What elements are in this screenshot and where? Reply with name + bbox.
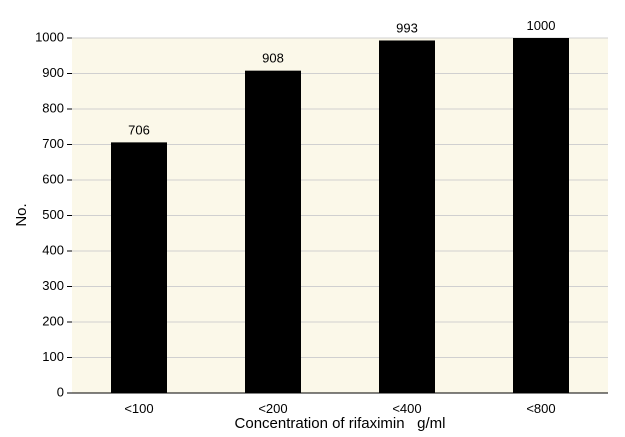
x-tick-labels: <100 <200 <400 <800: [124, 401, 555, 416]
y-tick-label: 1000: [35, 29, 64, 44]
x-tick-label: <800: [526, 401, 555, 416]
y-tick-labels: 0 100 200 300 400 500 600 700 800 900 1000: [35, 29, 64, 399]
y-tick-label: 0: [57, 384, 64, 399]
bar-value-label: 706: [128, 122, 150, 137]
y-tick-label: 500: [42, 207, 64, 222]
y-tick-label: 900: [42, 65, 64, 80]
y-tick-label: 400: [42, 242, 64, 257]
bar-value-label: 908: [262, 51, 284, 66]
bar-value-label: 1000: [527, 18, 556, 33]
bar: [379, 40, 435, 394]
bar: [111, 142, 167, 393]
bar-value-label: 993: [396, 20, 418, 35]
x-tick-label: <100: [124, 401, 153, 416]
x-tick-label: <200: [258, 401, 287, 416]
y-tick-label: 600: [42, 171, 64, 186]
y-tick-label: 200: [42, 313, 64, 328]
y-axis-title: No.: [13, 203, 30, 226]
x-axis-title: Concentration of rifaximin g/ml: [235, 415, 446, 432]
bars: [111, 38, 569, 394]
bar: [513, 38, 569, 393]
y-tick-label: 700: [42, 136, 64, 151]
x-tick-label: <400: [392, 401, 421, 416]
y-tick-label: 100: [42, 349, 64, 364]
data-labels: 706 908 993 1000: [128, 18, 555, 137]
bar: [245, 70, 301, 393]
y-tick-label: 800: [42, 100, 64, 115]
y-tick-label: 300: [42, 278, 64, 293]
